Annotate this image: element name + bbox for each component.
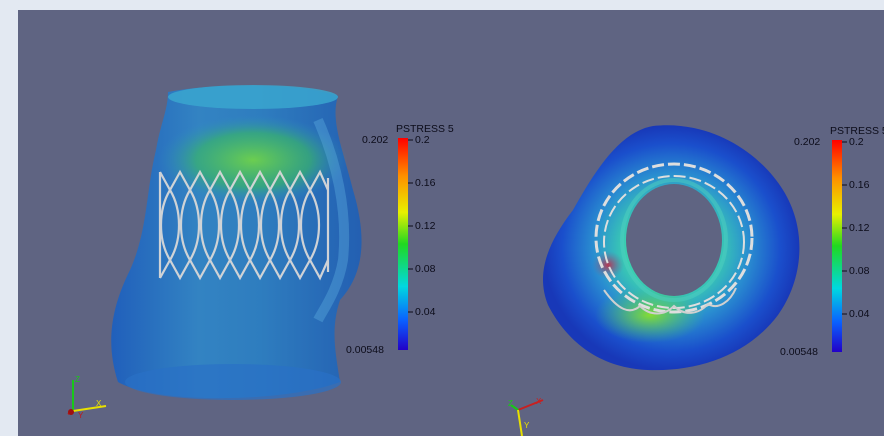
colorbar-left — [398, 138, 413, 350]
colorbar-right-gradient — [832, 140, 842, 352]
vessel-top-opening — [168, 85, 338, 109]
colorbar-left-max: 0.202 — [362, 134, 389, 146]
colorbar-right-tick-4: 0.04 — [849, 308, 870, 320]
colorbar-right-tick-3: 0.08 — [849, 265, 870, 277]
colorbar-right-max: 0.202 — [794, 136, 821, 148]
colorbar-left-gradient — [398, 138, 408, 350]
axis-right-z-label: Z — [508, 399, 513, 408]
colorbar-right-min: 0.00548 — [780, 346, 818, 358]
3d-render-viewport[interactable]: PSTRESS 5 0.202 0.2 0.16 0.12 0.08 0.04 … — [18, 10, 884, 436]
colorbar-right-tick-2: 0.12 — [849, 222, 870, 234]
axis-right-y-label: Y — [524, 421, 530, 430]
vessel-side-view[interactable] — [111, 85, 362, 400]
vessel-lumen — [626, 184, 722, 296]
axes-orientation-left — [67, 380, 107, 415]
colorbar-left-tick-1: 0.16 — [415, 177, 436, 189]
colorbar-left-title: PSTRESS 5 — [396, 123, 454, 135]
vessel-top-view[interactable] — [542, 125, 800, 371]
colorbar-right-tick-1: 0.16 — [849, 179, 870, 191]
axis-left-z-label: Z — [75, 375, 80, 384]
axis-right-x-label: X — [536, 397, 542, 406]
colorbar-left-tick-4: 0.04 — [415, 306, 436, 318]
colorbar-left-tick-2: 0.12 — [415, 220, 436, 232]
stent-mesh-side — [158, 169, 330, 281]
colorbar-left-tick-0: 0.2 — [415, 134, 430, 146]
axes-orientation-right — [510, 399, 544, 436]
stent-mesh-top — [594, 162, 754, 314]
colorbar-right — [832, 140, 847, 352]
colorbar-right-tick-0: 0.2 — [849, 136, 864, 148]
stress-render-scene[interactable] — [18, 10, 884, 436]
axis-left-x-label: X — [96, 399, 102, 408]
colorbar-left-tick-3: 0.08 — [415, 263, 436, 275]
axis-left-y-label: Y — [78, 411, 84, 420]
colorbar-right-title: PSTRESS 5 — [830, 125, 884, 137]
colorbar-left-min: 0.00548 — [346, 344, 384, 356]
